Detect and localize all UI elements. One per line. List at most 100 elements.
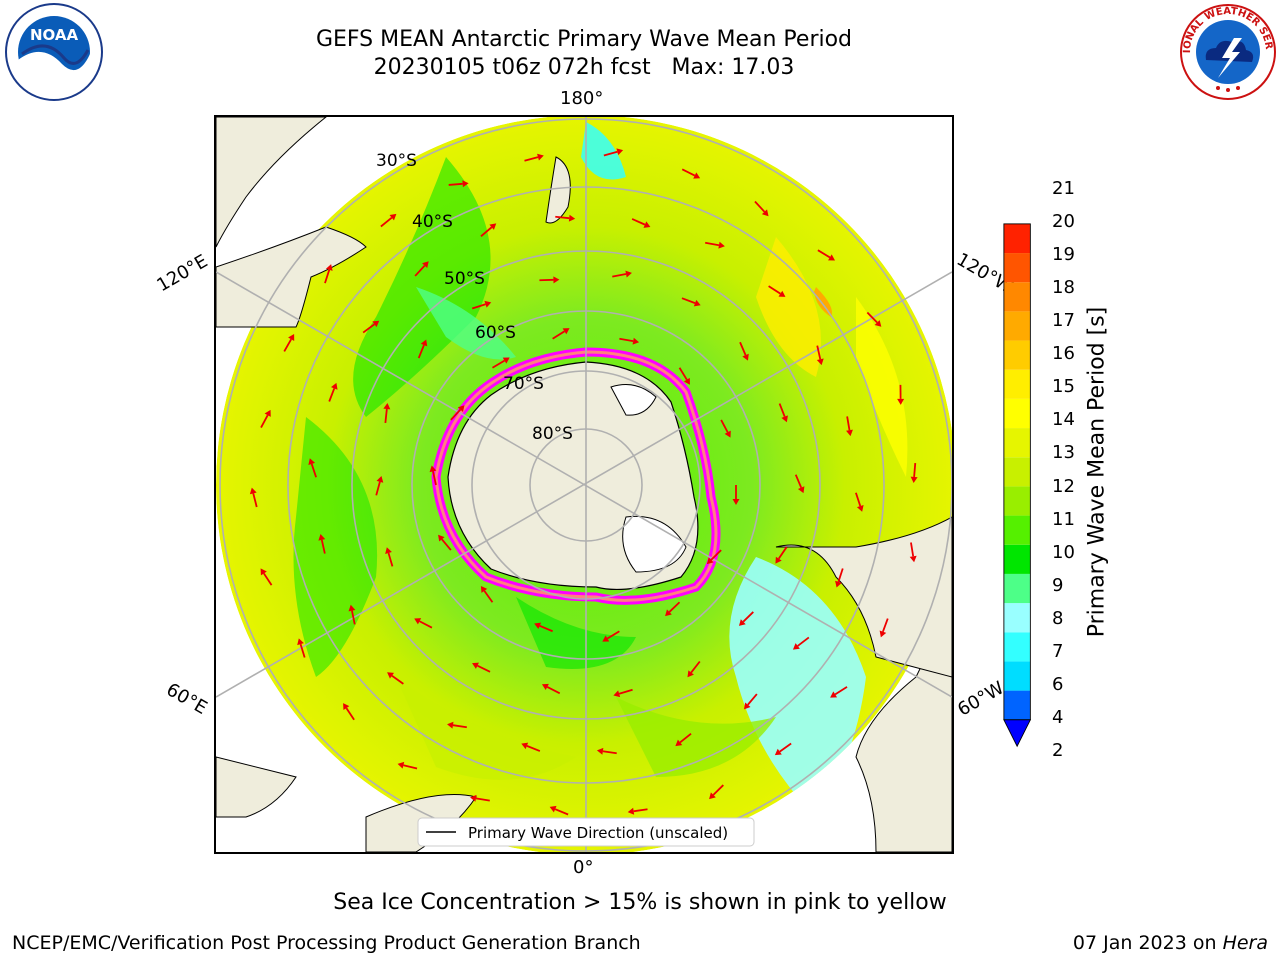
lat-label-40s: 40°S [412, 212, 453, 232]
noaa-logo-text: NOAA [30, 26, 79, 44]
wave-arrow [846, 416, 853, 437]
chart-title: GEFS MEAN Antarctic Primary Wave Mean Pe… [315, 27, 853, 52]
nws-logo: NATIONAL WEATHER SERVICE [1174, 0, 1278, 102]
wave-arrow [705, 241, 725, 249]
wave-arrow [720, 419, 731, 438]
colorbar-tick-label: 10 [1052, 541, 1075, 563]
colorbar-tick-label: 16 [1052, 343, 1075, 365]
colorbar-tick-label: 7 [1052, 640, 1064, 662]
lat-label-70s: 70°S [503, 374, 544, 394]
wave-arrow [775, 546, 788, 564]
sea-ice-inner [434, 350, 718, 602]
colorbar-segment [1003, 428, 1031, 458]
wave-arrow [612, 270, 632, 278]
colorbar-segment [1003, 573, 1031, 604]
colorbar-tick-label: 2 [1052, 740, 1064, 761]
lat-label-50s: 50°S [444, 269, 485, 289]
wave-arrow [613, 688, 633, 698]
wave-arrow [447, 721, 467, 729]
wave-arrow [539, 276, 560, 284]
wave-arrow [387, 672, 404, 685]
colorbar-segment [1003, 486, 1031, 516]
wave-arrow [631, 218, 651, 228]
wave-arrow [297, 638, 306, 658]
colorbar-segment [1003, 603, 1031, 633]
lon-label-60w: 60°W [954, 677, 1008, 721]
wave-arrow [308, 458, 317, 478]
colorbar-tick-label: 4 [1052, 706, 1064, 728]
wave-arrow [603, 148, 624, 157]
wave-arrow [541, 683, 561, 695]
colorbar-tick-label: 11 [1052, 508, 1075, 530]
wave-arrow [383, 403, 391, 424]
wave-arrow [706, 549, 722, 565]
wave-arrow [328, 382, 338, 402]
footer-date-text: 07 Jan 2023 on [1072, 932, 1223, 954]
wave-arrow [397, 761, 418, 770]
colorbar-segment [1003, 340, 1031, 370]
wave-arrow [521, 742, 541, 752]
wave-arrow [492, 357, 510, 369]
wave-arrow [534, 622, 553, 633]
wave-arrow [768, 285, 786, 297]
wave-arrow [835, 568, 844, 588]
wave-arrow [348, 604, 356, 625]
land-bottom-left [216, 756, 297, 818]
map-panel: Primary Wave Direction (unscaled) [214, 115, 954, 854]
lon-label-180: 180° [560, 88, 604, 109]
wave-arrow [343, 703, 355, 721]
wave-arrow [249, 487, 258, 508]
colorbar-tick-label: 21 [1052, 178, 1075, 199]
colorbar-segment [1003, 311, 1031, 341]
wave-arrow [450, 405, 465, 421]
wave-arrow [472, 662, 491, 673]
wave-arrow [385, 547, 394, 567]
colorbar [1003, 223, 1032, 748]
wave-arrow [897, 384, 905, 405]
wave-arrow [866, 311, 882, 327]
wave-arrow [687, 660, 701, 678]
wave-arrow [318, 534, 326, 554]
colorbar-tick-label: 19 [1052, 244, 1075, 266]
wave-arrow [774, 742, 792, 756]
colorbar-tick-label: 6 [1052, 673, 1064, 695]
colorbar-label: Primary Wave Mean Period [s] [1084, 306, 1110, 638]
wave-arrow [448, 180, 469, 188]
colorbar-tick-label: 9 [1052, 574, 1064, 596]
colorbar-segment [1003, 253, 1031, 283]
noaa-logo: NOAA [2, 2, 106, 102]
ice-shelf-ross [610, 384, 657, 416]
ice-shelf-weddell [622, 515, 687, 573]
wave-arrow [681, 297, 701, 307]
wave-arrow [910, 462, 918, 483]
wave-arrow [429, 465, 437, 486]
land-top-left [216, 117, 327, 248]
colorbar-segment [1003, 457, 1031, 487]
legend-label: Primary Wave Direction (unscaled) [468, 824, 728, 842]
wave-arrow [794, 474, 805, 494]
wave-arrow [732, 485, 740, 505]
wave-arrow [596, 747, 617, 755]
colorbar-segment [1003, 515, 1031, 545]
wave-direction-arrows [249, 148, 918, 816]
wave-arrow [778, 403, 788, 423]
wave-arrow [438, 534, 452, 551]
lon-label-60e: 60°E [162, 679, 211, 719]
lat-label-60s: 60°S [475, 323, 516, 343]
colorbar-segment [1003, 690, 1031, 720]
wave-arrow [817, 249, 836, 261]
wave-arrow [619, 337, 640, 345]
colorbar-segment [1003, 661, 1031, 691]
wave-arrow [678, 367, 690, 385]
wave-arrow [362, 320, 380, 334]
chart-subtitle: 20230105 t06z 072h fcst Max: 17.03 [373, 55, 795, 80]
wave-arrow [830, 686, 848, 698]
lat-label-80s: 80°S [532, 424, 573, 444]
lat-label-30s: 30°S [376, 151, 417, 171]
wave-arrow [602, 630, 620, 642]
wave-arrow [681, 168, 701, 179]
wave-arrow [380, 213, 397, 228]
wave-arrow [283, 334, 295, 352]
wave-arrow [675, 733, 692, 747]
sea-ice-note: Sea Ice Concentration > 15% is shown in … [333, 890, 947, 915]
